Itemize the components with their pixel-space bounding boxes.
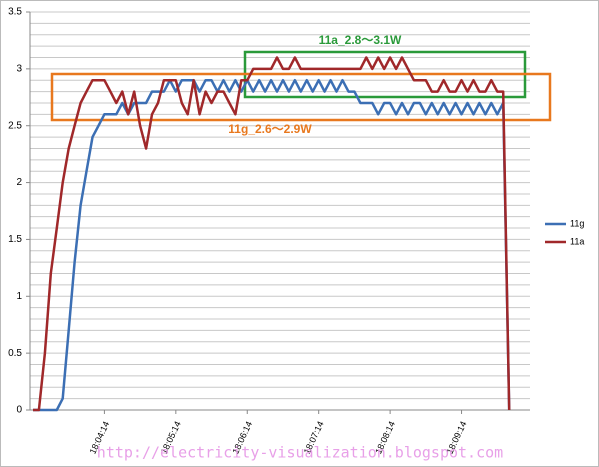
y-tick-label: 3.5 [8, 7, 22, 18]
y-tick-label: 0.5 [8, 348, 22, 359]
series-line [33, 56, 511, 412]
y-tick-label: 2.5 [8, 120, 22, 131]
grid [30, 11, 530, 400]
y-tick-label: 3 [16, 63, 22, 74]
y-tick-label: 0 [16, 405, 22, 416]
annotation: 11g_2.6〜2.9W [228, 122, 312, 136]
y-tick-label: 2 [16, 177, 22, 188]
legend-label: 11a [570, 236, 584, 246]
y-tick-label: 1 [16, 291, 22, 302]
series-line [33, 78, 511, 412]
legend-label: 11g [570, 218, 584, 228]
annotation: 11a_2.8〜3.1W [319, 33, 402, 47]
annotation-box [50, 72, 552, 122]
y-tick-label: 1.5 [8, 234, 22, 245]
watermark: http://electricity-visualization.blogspo… [97, 444, 503, 462]
